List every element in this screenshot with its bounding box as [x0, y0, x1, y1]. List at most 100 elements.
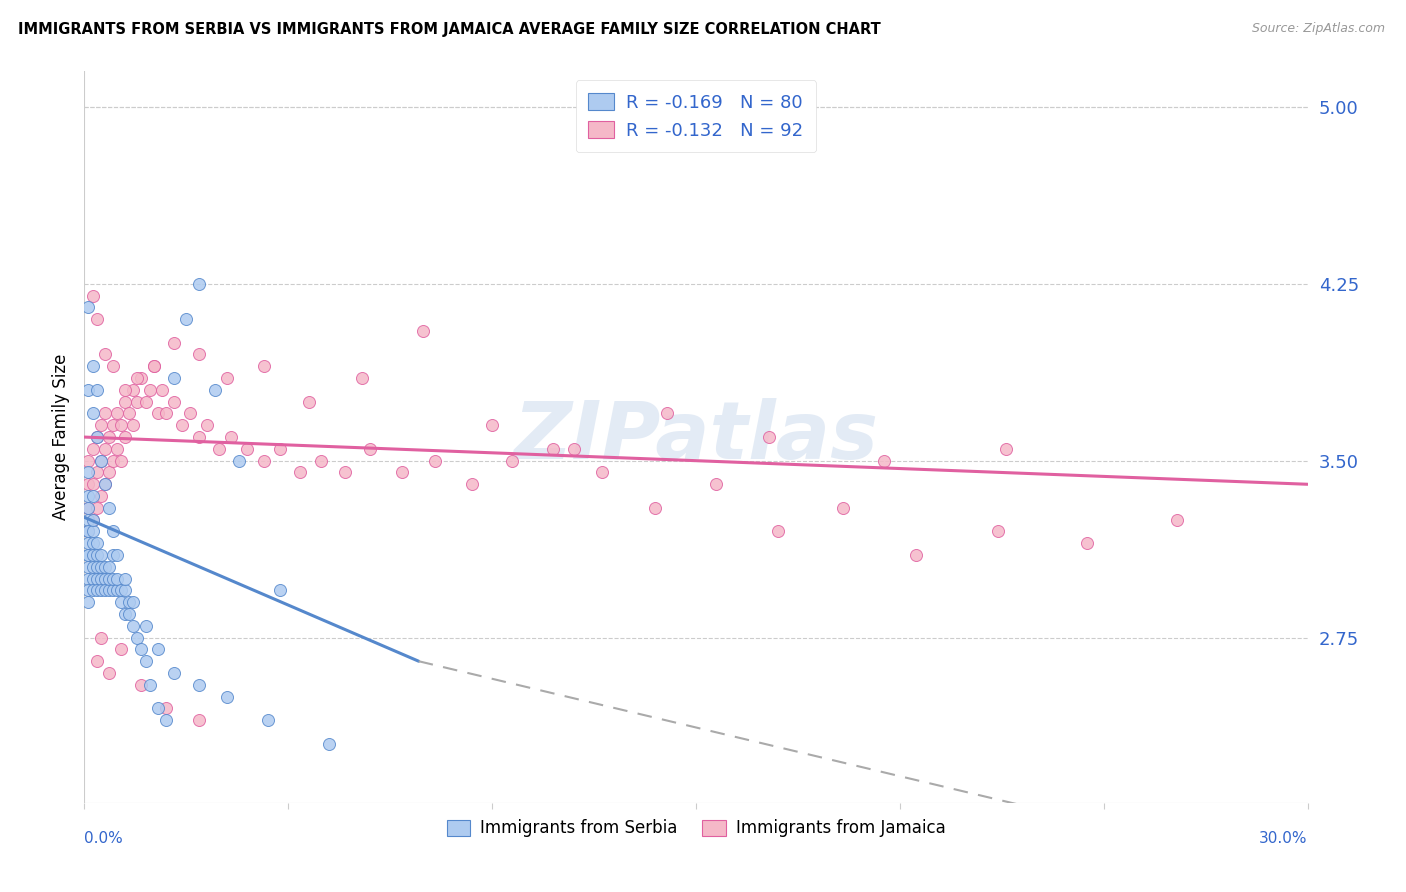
Point [97, 583, 120, 598]
Point [77, 524, 100, 539]
Text: 30.0%: 30.0% [1260, 831, 1308, 847]
Point [412, 324, 434, 338]
Point [350, 371, 373, 385]
Point [82, 583, 104, 598]
Point [86, 548, 108, 562]
Point [77, 548, 100, 562]
Point [86, 583, 108, 598]
Point [657, 407, 679, 421]
Point [93, 477, 115, 491]
Point [90, 631, 112, 645]
Point [318, 737, 340, 751]
Point [253, 453, 276, 467]
Point [86, 466, 108, 480]
Point [93, 477, 115, 491]
Point [290, 466, 312, 480]
Point [86, 536, 108, 550]
Point [208, 442, 231, 456]
Point [77, 536, 100, 550]
Point [131, 642, 153, 657]
Point [174, 312, 197, 326]
Point [97, 430, 120, 444]
Point [644, 500, 666, 515]
Point [135, 619, 157, 633]
Point [359, 442, 381, 456]
Point [77, 583, 100, 598]
Point [987, 524, 1010, 539]
Point [77, 453, 100, 467]
Point [86, 383, 108, 397]
Point [994, 442, 1017, 456]
Point [77, 500, 100, 515]
Point [138, 383, 160, 397]
Point [543, 442, 565, 456]
Point [110, 583, 132, 598]
Point [101, 572, 124, 586]
Point [118, 607, 141, 621]
Point [163, 335, 186, 350]
Point [93, 442, 115, 456]
Point [461, 477, 484, 491]
Point [97, 466, 120, 480]
Point [77, 595, 100, 609]
Point [872, 453, 894, 467]
Point [142, 359, 165, 374]
Point [97, 500, 120, 515]
Point [127, 394, 149, 409]
Point [163, 666, 186, 681]
Point [758, 430, 780, 444]
Point [90, 548, 112, 562]
Point [155, 713, 177, 727]
Point [82, 548, 104, 562]
Point [114, 394, 136, 409]
Point [93, 583, 115, 598]
Point [187, 713, 209, 727]
Point [187, 277, 209, 291]
Point [105, 583, 128, 598]
Point [77, 489, 100, 503]
Point [127, 631, 149, 645]
Point [90, 572, 112, 586]
Point [122, 418, 145, 433]
Point [187, 678, 209, 692]
Point [335, 466, 357, 480]
Y-axis label: Average Family Size: Average Family Size [52, 354, 70, 520]
Point [77, 524, 100, 539]
Point [90, 453, 112, 467]
Point [90, 489, 112, 503]
Point [97, 572, 120, 586]
Point [77, 477, 100, 491]
Point [150, 383, 173, 397]
Point [93, 572, 115, 586]
Point [114, 572, 136, 586]
Point [77, 572, 100, 586]
Point [114, 607, 136, 621]
Point [114, 430, 136, 444]
Text: 0.0%: 0.0% [84, 831, 124, 847]
Point [93, 559, 115, 574]
Point [298, 394, 321, 409]
Point [163, 394, 186, 409]
Point [86, 500, 108, 515]
Point [101, 524, 124, 539]
Point [110, 642, 132, 657]
Point [236, 442, 259, 456]
Point [82, 513, 104, 527]
Point [82, 442, 104, 456]
Point [86, 654, 108, 668]
Point [97, 666, 120, 681]
Point [135, 654, 157, 668]
Point [105, 548, 128, 562]
Point [77, 466, 100, 480]
Text: Source: ZipAtlas.com: Source: ZipAtlas.com [1251, 22, 1385, 36]
Point [142, 359, 165, 374]
Point [110, 595, 132, 609]
Point [269, 442, 291, 456]
Point [423, 453, 446, 467]
Point [219, 430, 242, 444]
Point [122, 383, 145, 397]
Point [77, 513, 100, 527]
Point [131, 371, 153, 385]
Point [146, 701, 169, 715]
Point [82, 559, 104, 574]
